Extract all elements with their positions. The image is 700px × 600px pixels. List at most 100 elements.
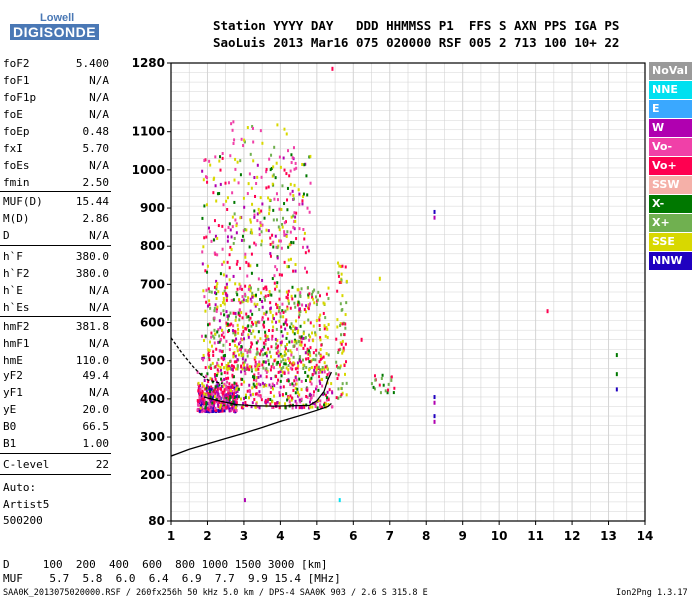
file-info: SAA0K_2013075020000.RSF / 260fx256h 50 k… — [3, 588, 428, 598]
echo-point — [208, 401, 211, 405]
echo-point — [265, 336, 268, 340]
echo-point — [196, 407, 199, 411]
echo-point — [255, 376, 258, 380]
echo-point — [320, 405, 323, 409]
echo-point — [244, 348, 247, 352]
echo-point — [220, 390, 223, 394]
echo-point — [298, 398, 301, 402]
echo-point — [253, 384, 256, 388]
echo-point — [307, 295, 310, 299]
echo-point — [274, 287, 277, 291]
echo-point — [285, 318, 288, 322]
echo-point — [344, 265, 347, 269]
echo-point — [315, 348, 318, 352]
echo-point — [269, 301, 272, 305]
echo-point — [228, 342, 231, 346]
echo-point — [219, 368, 222, 372]
echo-point — [327, 353, 330, 357]
echo-point — [224, 354, 227, 358]
echo-point — [314, 404, 317, 408]
echo-point — [386, 388, 389, 392]
echo-point — [295, 382, 298, 386]
param-row: D N/A — [3, 229, 109, 242]
echo-point — [252, 392, 255, 396]
x-tick-label: 5 — [313, 529, 321, 543]
echo-point — [231, 385, 234, 389]
echo-point — [283, 353, 286, 357]
echo-point — [311, 290, 314, 294]
echo-point — [216, 253, 219, 257]
echo-point — [224, 291, 227, 295]
echo-point — [252, 159, 255, 163]
echo-point — [306, 206, 309, 210]
echo-point — [199, 404, 202, 408]
echo-point — [211, 410, 214, 414]
echo-point — [220, 377, 223, 381]
echo-point — [317, 388, 320, 392]
echo-point — [304, 370, 307, 374]
echo-point — [201, 385, 204, 389]
echo-point — [231, 373, 234, 377]
echo-point — [311, 292, 314, 296]
echo-point — [228, 393, 231, 397]
echo-point — [281, 222, 284, 226]
echo-point — [290, 351, 293, 355]
echo-point — [379, 391, 382, 395]
echo-point — [269, 168, 272, 172]
echo-point — [337, 396, 340, 400]
echo-point — [230, 122, 233, 126]
echo-point — [284, 347, 287, 351]
echo-point — [286, 186, 289, 190]
echo-point — [315, 319, 318, 323]
echo-point — [337, 373, 340, 377]
legend-item: SSW — [649, 176, 692, 194]
echo-point — [244, 372, 247, 376]
echo-point — [370, 382, 373, 386]
echo-point — [273, 197, 276, 201]
echo-point — [240, 377, 243, 381]
echo-point — [315, 353, 318, 357]
echo-point — [257, 363, 260, 367]
echo-point — [208, 230, 211, 234]
echo-point — [325, 393, 328, 397]
echo-point — [265, 285, 268, 289]
echo-point — [243, 138, 246, 142]
echo-point — [207, 355, 210, 359]
echo-point — [378, 276, 381, 281]
echo-point — [269, 355, 272, 359]
echo-point — [237, 395, 240, 399]
echo-point — [305, 357, 308, 361]
echo-point — [307, 249, 310, 253]
echo-point — [315, 363, 318, 367]
echo-point — [272, 317, 275, 321]
y-tick-label: 400 — [140, 392, 165, 406]
echo-point — [206, 372, 209, 376]
echo-point — [280, 343, 283, 347]
echo-point — [309, 378, 312, 382]
echo-point — [330, 405, 333, 409]
echo-point — [210, 239, 213, 243]
echo-point — [241, 295, 244, 299]
echo-point — [211, 392, 214, 396]
echo-point — [276, 123, 279, 127]
echo-point — [243, 205, 246, 209]
echo-point — [296, 331, 299, 335]
echo-point — [216, 368, 219, 372]
echo-point — [327, 286, 330, 290]
echo-point — [292, 225, 295, 229]
echo-point — [276, 306, 279, 310]
echo-point — [326, 373, 329, 377]
echo-point — [226, 196, 229, 200]
echo-point — [261, 141, 264, 145]
echo-point — [267, 294, 270, 298]
echo-point — [204, 309, 207, 313]
echo-point — [339, 394, 342, 398]
echo-point — [233, 138, 236, 142]
echo-point — [323, 327, 326, 331]
echo-point — [231, 389, 234, 393]
echo-point — [217, 369, 220, 373]
echo-point — [318, 324, 321, 328]
echo-point — [227, 400, 230, 404]
echo-point — [233, 178, 236, 182]
echo-point — [285, 336, 288, 340]
